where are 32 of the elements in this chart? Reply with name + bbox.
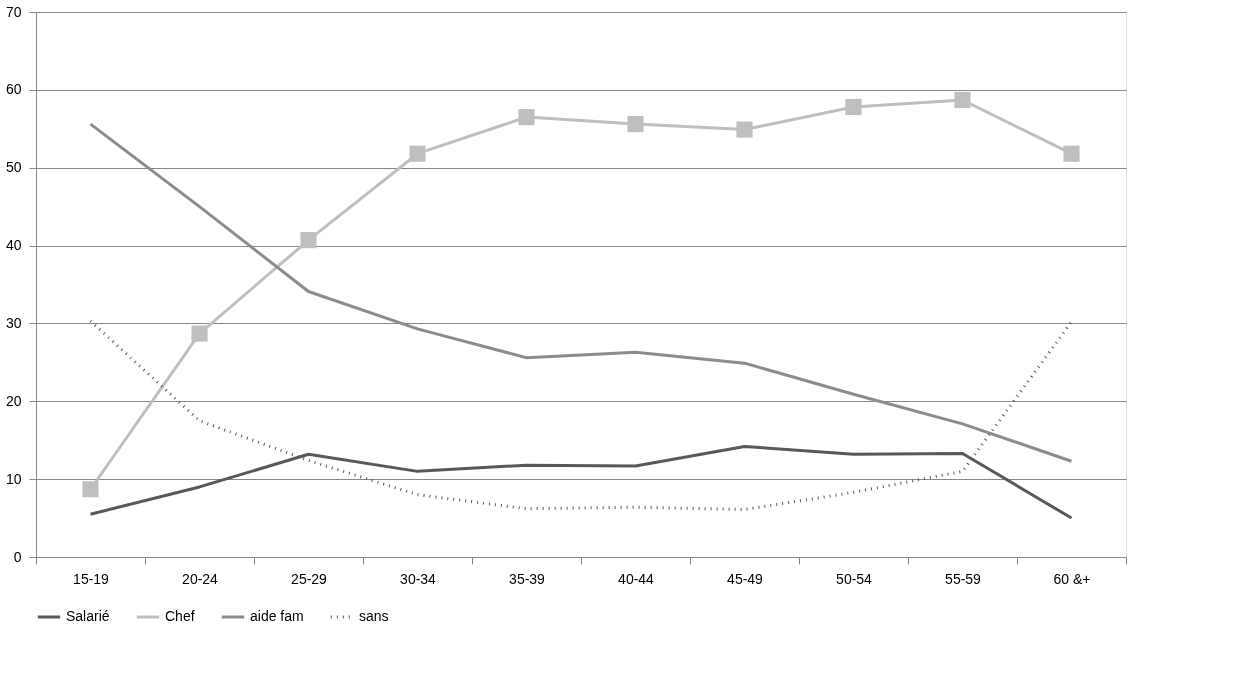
legend-label: sans <box>359 608 389 624</box>
y-tick-label: 10 <box>5 470 22 487</box>
x-tick-label: 40-44 <box>618 570 655 587</box>
x-tick-label: 35-39 <box>509 570 546 587</box>
point <box>736 121 753 138</box>
legend-label: aide fam <box>250 608 304 624</box>
legend-label: Salarié <box>66 608 110 624</box>
x-tick-label: 25-29 <box>291 570 328 587</box>
point <box>954 91 971 109</box>
x-tick-label: 55-59 <box>945 570 982 587</box>
point <box>1063 145 1080 162</box>
point <box>300 232 317 249</box>
y-tick-label: 70 <box>5 3 22 20</box>
y-tick-label: 60 <box>5 81 22 98</box>
legend-label: Chef <box>165 608 195 624</box>
y-tick-label: 50 <box>5 159 22 176</box>
x-tick-label: 60 &+ <box>1053 570 1091 587</box>
y-tick-label: 40 <box>5 237 22 254</box>
y-tick-label: 20 <box>5 392 22 409</box>
point <box>518 109 535 126</box>
x-tick-label: 20-24 <box>182 570 219 587</box>
y-tick-label: 30 <box>5 314 22 331</box>
x-tick-label: 50-54 <box>836 570 873 587</box>
point <box>82 481 99 498</box>
x-tick-label: 15-19 <box>73 570 110 587</box>
point <box>191 325 208 342</box>
y-tick-label: 0 <box>13 548 22 565</box>
x-tick-label: 30-34 <box>400 570 437 587</box>
point <box>409 145 426 162</box>
x-tick-label: 45-49 <box>727 570 764 587</box>
point <box>627 116 644 133</box>
point <box>845 98 862 116</box>
